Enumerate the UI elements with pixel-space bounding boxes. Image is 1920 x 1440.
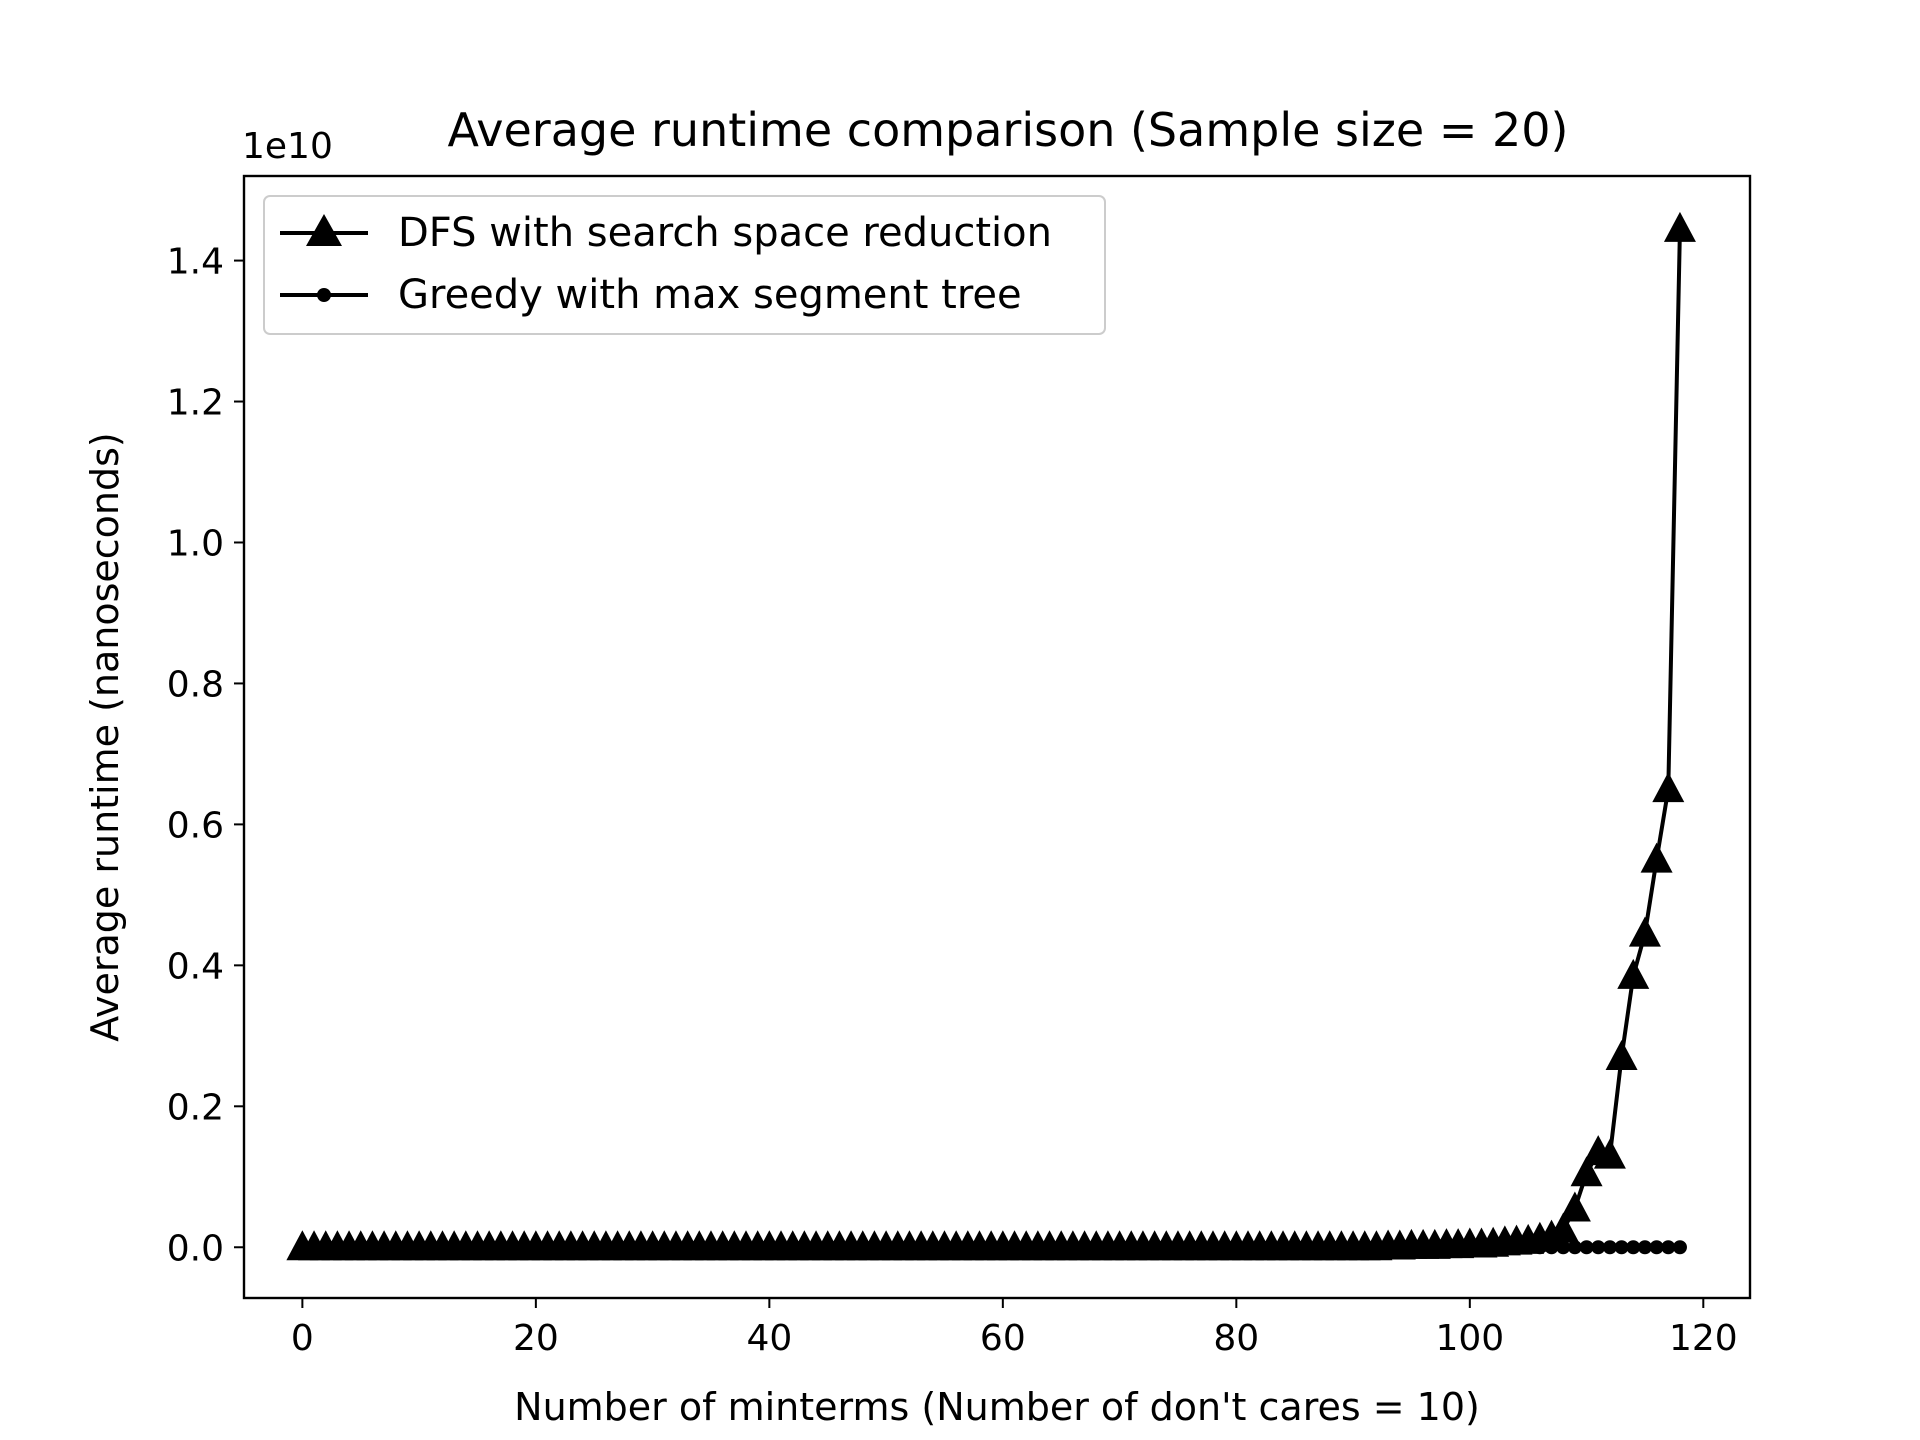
x-tick-label: 20 bbox=[513, 1318, 559, 1359]
x-tick-label: 80 bbox=[1213, 1318, 1259, 1359]
data-point-dfs bbox=[1547, 1212, 1580, 1243]
x-axis-label: Number of minterms (Number of don't care… bbox=[514, 1385, 1480, 1429]
y-tick-label: 1.0 bbox=[167, 523, 224, 564]
y-tick-label: 1.2 bbox=[167, 383, 224, 424]
data-point-greedy bbox=[1626, 1240, 1641, 1255]
y-tick-label: 0.6 bbox=[167, 805, 224, 846]
data-point-dfs bbox=[1593, 1138, 1626, 1169]
y-tick-label: 0.2 bbox=[167, 1087, 224, 1128]
legend-marker-triangle-icon bbox=[306, 214, 342, 246]
data-point-dfs bbox=[1605, 1039, 1638, 1070]
y-tick-label: 1.4 bbox=[167, 242, 224, 283]
data-point-dfs bbox=[1640, 842, 1673, 873]
data-point-dfs bbox=[1558, 1191, 1591, 1222]
legend-box bbox=[263, 195, 1106, 335]
axes-frame bbox=[242, 174, 1752, 1300]
y-offset-label: 1e10 bbox=[242, 126, 333, 167]
data-point-dfs bbox=[1617, 958, 1650, 989]
data-point-dfs bbox=[1663, 211, 1696, 242]
legend-label-greedy: Greedy with max segment tree bbox=[398, 272, 1022, 318]
chart-title: Average runtime comparison (Sample size … bbox=[447, 103, 1568, 157]
y-tick-label: 0.0 bbox=[167, 1228, 224, 1269]
data-point-greedy bbox=[1567, 1240, 1582, 1255]
plot-area bbox=[286, 211, 1696, 1261]
y-tick-label: 0.4 bbox=[167, 946, 224, 987]
data-point-greedy bbox=[1637, 1240, 1652, 1255]
data-point-greedy bbox=[1614, 1240, 1629, 1255]
legend-label-dfs: DFS with search space reduction bbox=[398, 210, 1052, 256]
data-point-greedy bbox=[1591, 1240, 1606, 1255]
y-axis-label: Average runtime (nanoseconds) bbox=[83, 432, 127, 1042]
data-point-greedy bbox=[1579, 1240, 1594, 1255]
x-axis: 0 20 40 60 80 100 120 bbox=[291, 1298, 1738, 1359]
x-tick-label: 100 bbox=[1435, 1318, 1504, 1359]
data-point-dfs bbox=[1628, 916, 1661, 947]
data-point-greedy bbox=[1649, 1240, 1664, 1255]
x-tick-label: 40 bbox=[746, 1318, 792, 1359]
data-point-dfs bbox=[1652, 772, 1685, 803]
legend-marker-circle-icon bbox=[317, 288, 331, 302]
data-point-dfs bbox=[1570, 1156, 1603, 1187]
y-tick-label: 0.8 bbox=[167, 664, 224, 705]
x-tick-label: 60 bbox=[980, 1318, 1026, 1359]
x-tick-label: 0 bbox=[291, 1318, 314, 1359]
y-axis: 0.0 0.2 0.4 0.6 0.8 1.0 1.2 1.4 bbox=[167, 242, 244, 1269]
data-point-greedy bbox=[1661, 1240, 1676, 1255]
data-point-greedy bbox=[1672, 1240, 1687, 1255]
x-tick-label: 120 bbox=[1669, 1318, 1738, 1359]
legend: DFS with search space reduction Greedy w… bbox=[263, 195, 1106, 335]
data-point-greedy bbox=[1602, 1240, 1617, 1255]
series-line-dfs bbox=[302, 228, 1682, 1250]
